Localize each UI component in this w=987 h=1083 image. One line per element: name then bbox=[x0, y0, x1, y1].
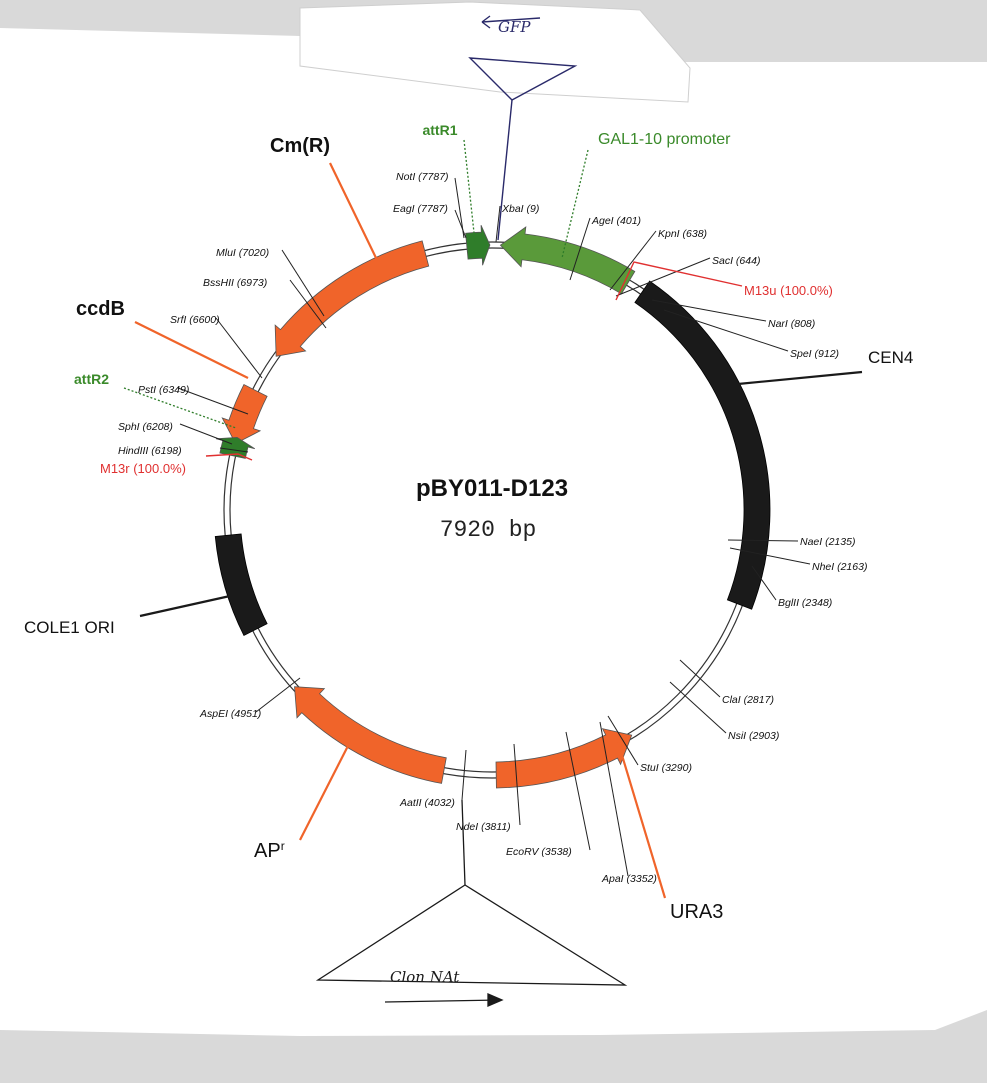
site-saci-label: SacI (644) bbox=[712, 255, 760, 267]
feature-attr2-arrow bbox=[215, 436, 255, 459]
site-bsshii-label: BssHII (6973) bbox=[203, 277, 267, 289]
feature-cen4-leader bbox=[737, 370, 863, 386]
site-ecorv-label: EcoRV (3538) bbox=[506, 846, 572, 858]
feature-cmr-leader bbox=[329, 162, 379, 263]
primer-m13r-line bbox=[205, 453, 253, 461]
site-hindiii-label: HindIII (6198) bbox=[118, 445, 182, 457]
site-sphi-label: SphI (6208) bbox=[118, 421, 173, 433]
site-bsshii-tick bbox=[289, 279, 327, 329]
site-ndei-label: NdeI (3811) bbox=[456, 821, 511, 833]
site-sphi-tick bbox=[179, 423, 233, 445]
site-agei-tick bbox=[569, 217, 591, 281]
feature-apr-arrow bbox=[294, 686, 447, 784]
site-srfi-tick bbox=[215, 317, 263, 379]
feature-cmr-arrow bbox=[274, 240, 430, 357]
site-kpni-label: KpnI (638) bbox=[658, 228, 707, 240]
site-nhei-tick bbox=[729, 547, 811, 565]
site-mlui-label: MluI (7020) bbox=[216, 247, 269, 259]
taped-slip bbox=[299, 1, 691, 103]
site-naei-tick bbox=[727, 539, 799, 542]
site-eagi-label: EagI (7787) bbox=[393, 203, 448, 215]
site-noti-label: NotI (7787) bbox=[396, 171, 449, 183]
site-bglii-label: BglII (2348) bbox=[778, 597, 832, 609]
site-srfi-label: SrfI (6600) bbox=[170, 314, 220, 326]
gfp-label: GFP bbox=[498, 18, 531, 36]
site-nari-tick bbox=[651, 299, 767, 322]
feature-cole1-leader bbox=[139, 594, 231, 618]
site-agei-label: AgeI (401) bbox=[591, 215, 641, 227]
feature-labels: Cm(R) attR1 GAL1-10 promoter CEN4 URA3 APr COL… bbox=[24, 122, 913, 923]
site-xbai-tick bbox=[495, 205, 501, 243]
site-aspei-tick bbox=[255, 677, 301, 713]
site-aatii-tick bbox=[461, 749, 467, 801]
site-nsii-tick bbox=[669, 681, 727, 734]
primer-m13u-line bbox=[615, 261, 743, 301]
feature-cen4-block bbox=[634, 280, 771, 610]
site-psti-label: PstI (6349) bbox=[138, 384, 189, 396]
site-naei-label: NaeI (2135) bbox=[800, 536, 855, 548]
site-nsii-label: NsiI (2903) bbox=[728, 730, 779, 742]
feature-apr-label: APr bbox=[254, 839, 285, 862]
feature-ccdb-leader bbox=[134, 321, 249, 379]
plasmid-map bbox=[214, 225, 771, 789]
feature-ccdb-arrow bbox=[221, 384, 268, 444]
site-spei-label: SpeI (912) bbox=[790, 348, 839, 360]
feature-ccdb-label: ccdB bbox=[76, 298, 125, 320]
feature-attr1-arrow bbox=[465, 225, 491, 266]
feature-gal-arrow bbox=[499, 226, 636, 295]
feature-cmr-label: Cm(R) bbox=[270, 135, 330, 157]
site-ecorv-tick bbox=[565, 731, 591, 851]
feature-cole1-block bbox=[214, 533, 268, 636]
site-ndei-tick bbox=[513, 743, 521, 826]
clonnat-insert-sketch bbox=[315, 799, 628, 1007]
feature-attr1-label: attR1 bbox=[422, 122, 457, 138]
feature-gal-label: GAL1-10 promoter bbox=[598, 131, 731, 148]
site-stui-label: StuI (3290) bbox=[640, 762, 692, 774]
plasmid-size: 7920 bp bbox=[440, 517, 537, 543]
primer-m13u-label: M13u (100.0%) bbox=[744, 283, 833, 298]
site-nhei-label: NheI (2163) bbox=[812, 561, 867, 573]
site-psti-tick bbox=[177, 387, 249, 415]
paper-sheet bbox=[0, 28, 987, 1036]
feature-cole1-label: COLE1 ORI bbox=[24, 618, 115, 637]
site-clai-tick bbox=[679, 659, 721, 698]
gfp-insert-sketch bbox=[468, 15, 578, 241]
clonnat-label: Clon NAt bbox=[390, 968, 460, 986]
site-eagi-tick bbox=[454, 209, 467, 239]
restriction-sites: NotI (7787) EagI (7787) XbaI (9) AgeI (401)… bbox=[100, 171, 867, 885]
site-apai-tick bbox=[599, 721, 629, 877]
site-spei-tick bbox=[663, 309, 789, 352]
site-hindiii-tick bbox=[219, 447, 249, 453]
feature-attr2-label: attR2 bbox=[74, 371, 109, 387]
feature-ura3-leader bbox=[616, 741, 667, 899]
site-xbai-label: XbaI (9) bbox=[501, 203, 539, 215]
site-stui-tick bbox=[607, 715, 639, 766]
primer-m13r-label: M13r (100.0%) bbox=[100, 461, 186, 476]
feature-attr1-leader bbox=[463, 139, 476, 243]
site-apai-label: ApaI (3352) bbox=[601, 873, 657, 885]
site-saci-tick bbox=[615, 257, 711, 297]
feature-gal-leader bbox=[561, 149, 589, 259]
site-clai-label: ClaI (2817) bbox=[722, 694, 774, 706]
site-bglii-tick bbox=[751, 565, 777, 601]
feature-cen4-label: CEN4 bbox=[868, 348, 913, 367]
feature-apr-leader bbox=[299, 737, 353, 841]
site-nari-label: NarI (808) bbox=[768, 318, 815, 330]
feature-ura3-label: URA3 bbox=[670, 901, 723, 923]
site-mlui-tick bbox=[281, 249, 325, 317]
plasmid-name: pBY011-D123 bbox=[416, 475, 568, 502]
site-kpni-tick bbox=[609, 230, 657, 291]
feature-apr-label-sup: r bbox=[281, 839, 285, 853]
site-aatii-label: AatII (4032) bbox=[399, 797, 455, 809]
site-aspei-label: AspEI (4951) bbox=[199, 708, 261, 720]
